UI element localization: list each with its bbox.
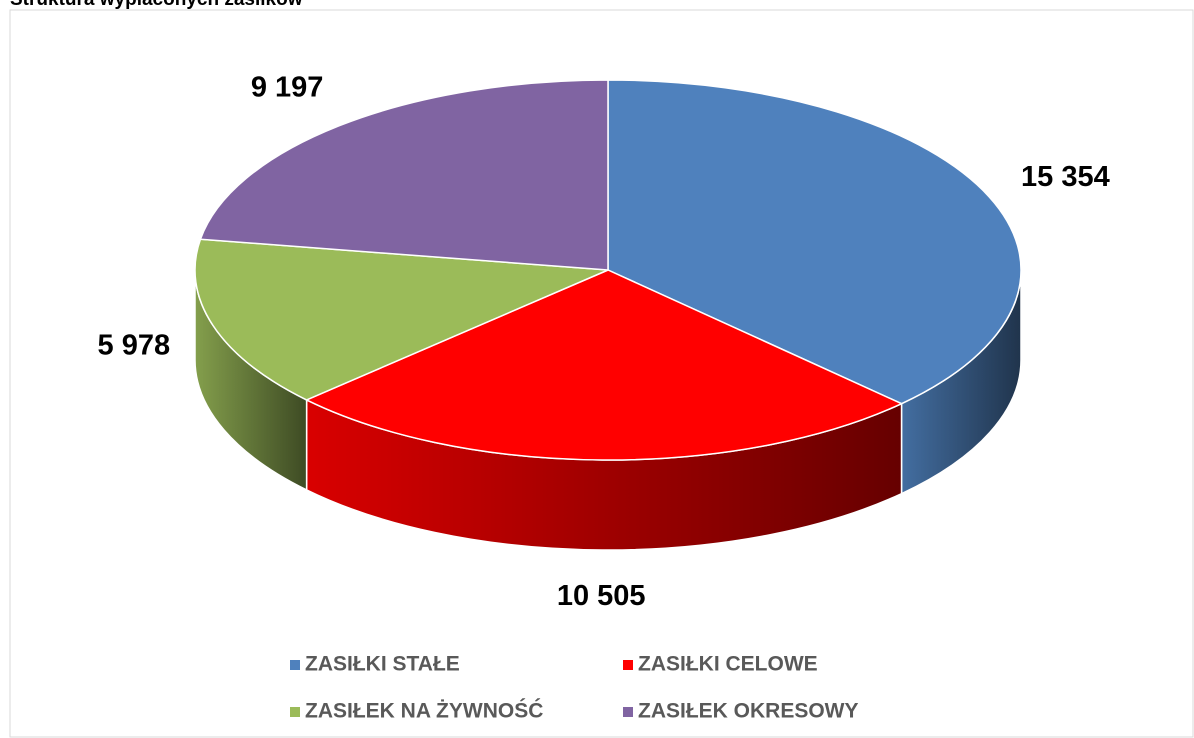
legend-swatch [623, 707, 633, 717]
pie-slice [199, 79, 609, 271]
data-label: 5 978 [98, 329, 171, 361]
legend-swatch [290, 707, 300, 717]
legend-label: ZASIŁEK OKRESOWY [638, 700, 859, 723]
data-label: 10 505 [557, 580, 646, 612]
pie-slice [194, 238, 609, 401]
legend-label: ZASIŁEK NA ŻYWNOŚĆ [305, 699, 543, 723]
legend-swatch [290, 660, 300, 670]
data-label: 15 354 [1021, 161, 1110, 193]
chart-title: Struktura wypłaconych zasiłków [10, 0, 303, 10]
pie-slice [607, 79, 1022, 405]
legend-label: ZASIŁKI CELOWE [638, 653, 818, 676]
legend-swatch [623, 660, 633, 670]
data-label: 9 197 [251, 72, 324, 104]
pie-slice [304, 269, 904, 461]
legend-label: ZASIŁKI STAŁE [305, 653, 460, 676]
